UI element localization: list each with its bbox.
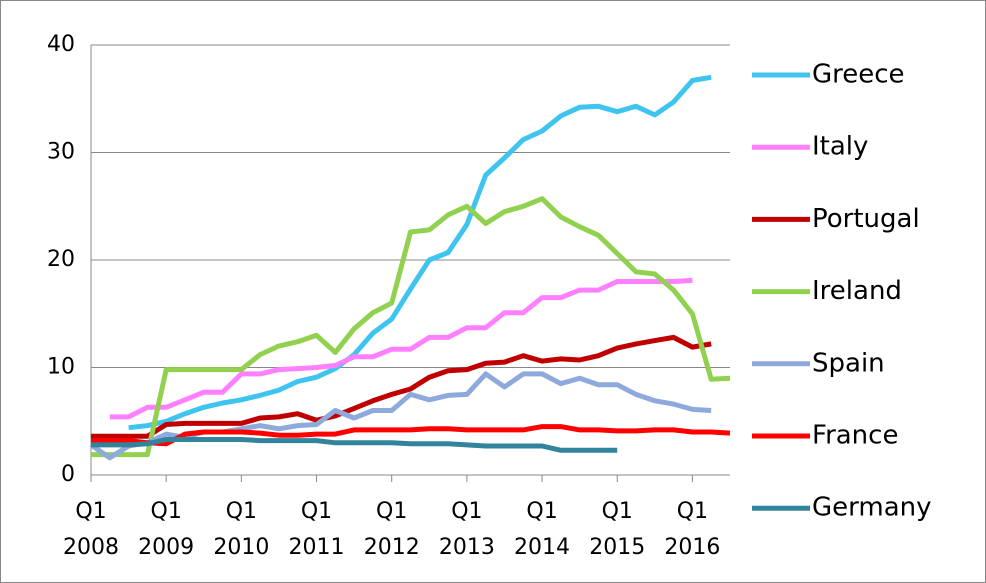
legend-label: Ireland	[812, 276, 902, 306]
x-tick-label: Q1 2010	[213, 499, 269, 560]
series-line	[91, 196, 731, 458]
legend-label: Germany	[812, 493, 932, 523]
x-tick-label: Q1 2014	[514, 499, 570, 560]
legend-label: France	[812, 421, 898, 451]
x-tick-label: Q1 2013	[439, 499, 495, 560]
series-line	[91, 437, 618, 453]
legend: Greece Italy Portugal Ireland Spain France Ger…	[752, 60, 932, 523]
legend-label: Greece	[812, 60, 905, 90]
x-tick-label: Q1 2009	[138, 499, 194, 560]
series-line	[91, 334, 712, 439]
x-tick-label: Q1 2016	[664, 499, 720, 560]
y-tick-label: 20	[47, 247, 75, 272]
series-line	[109, 277, 693, 420]
x-tick-label: Q1 2011	[289, 499, 345, 560]
legend-label: Spain	[812, 348, 885, 378]
y-tick-label: 0	[61, 462, 75, 487]
legend-label: Italy	[812, 132, 868, 162]
series-line	[128, 74, 712, 431]
y-tick-label: 30	[47, 140, 75, 165]
y-tick-label: 40	[47, 32, 75, 57]
x-tick-label: Q1 2015	[589, 499, 645, 560]
legend-label: Portugal	[812, 204, 920, 234]
y-tick-label: 10	[47, 355, 75, 380]
x-tick-label: Q1 2008	[63, 499, 119, 560]
x-tick-label: Q1 2012	[364, 499, 420, 560]
series-line	[91, 424, 731, 447]
